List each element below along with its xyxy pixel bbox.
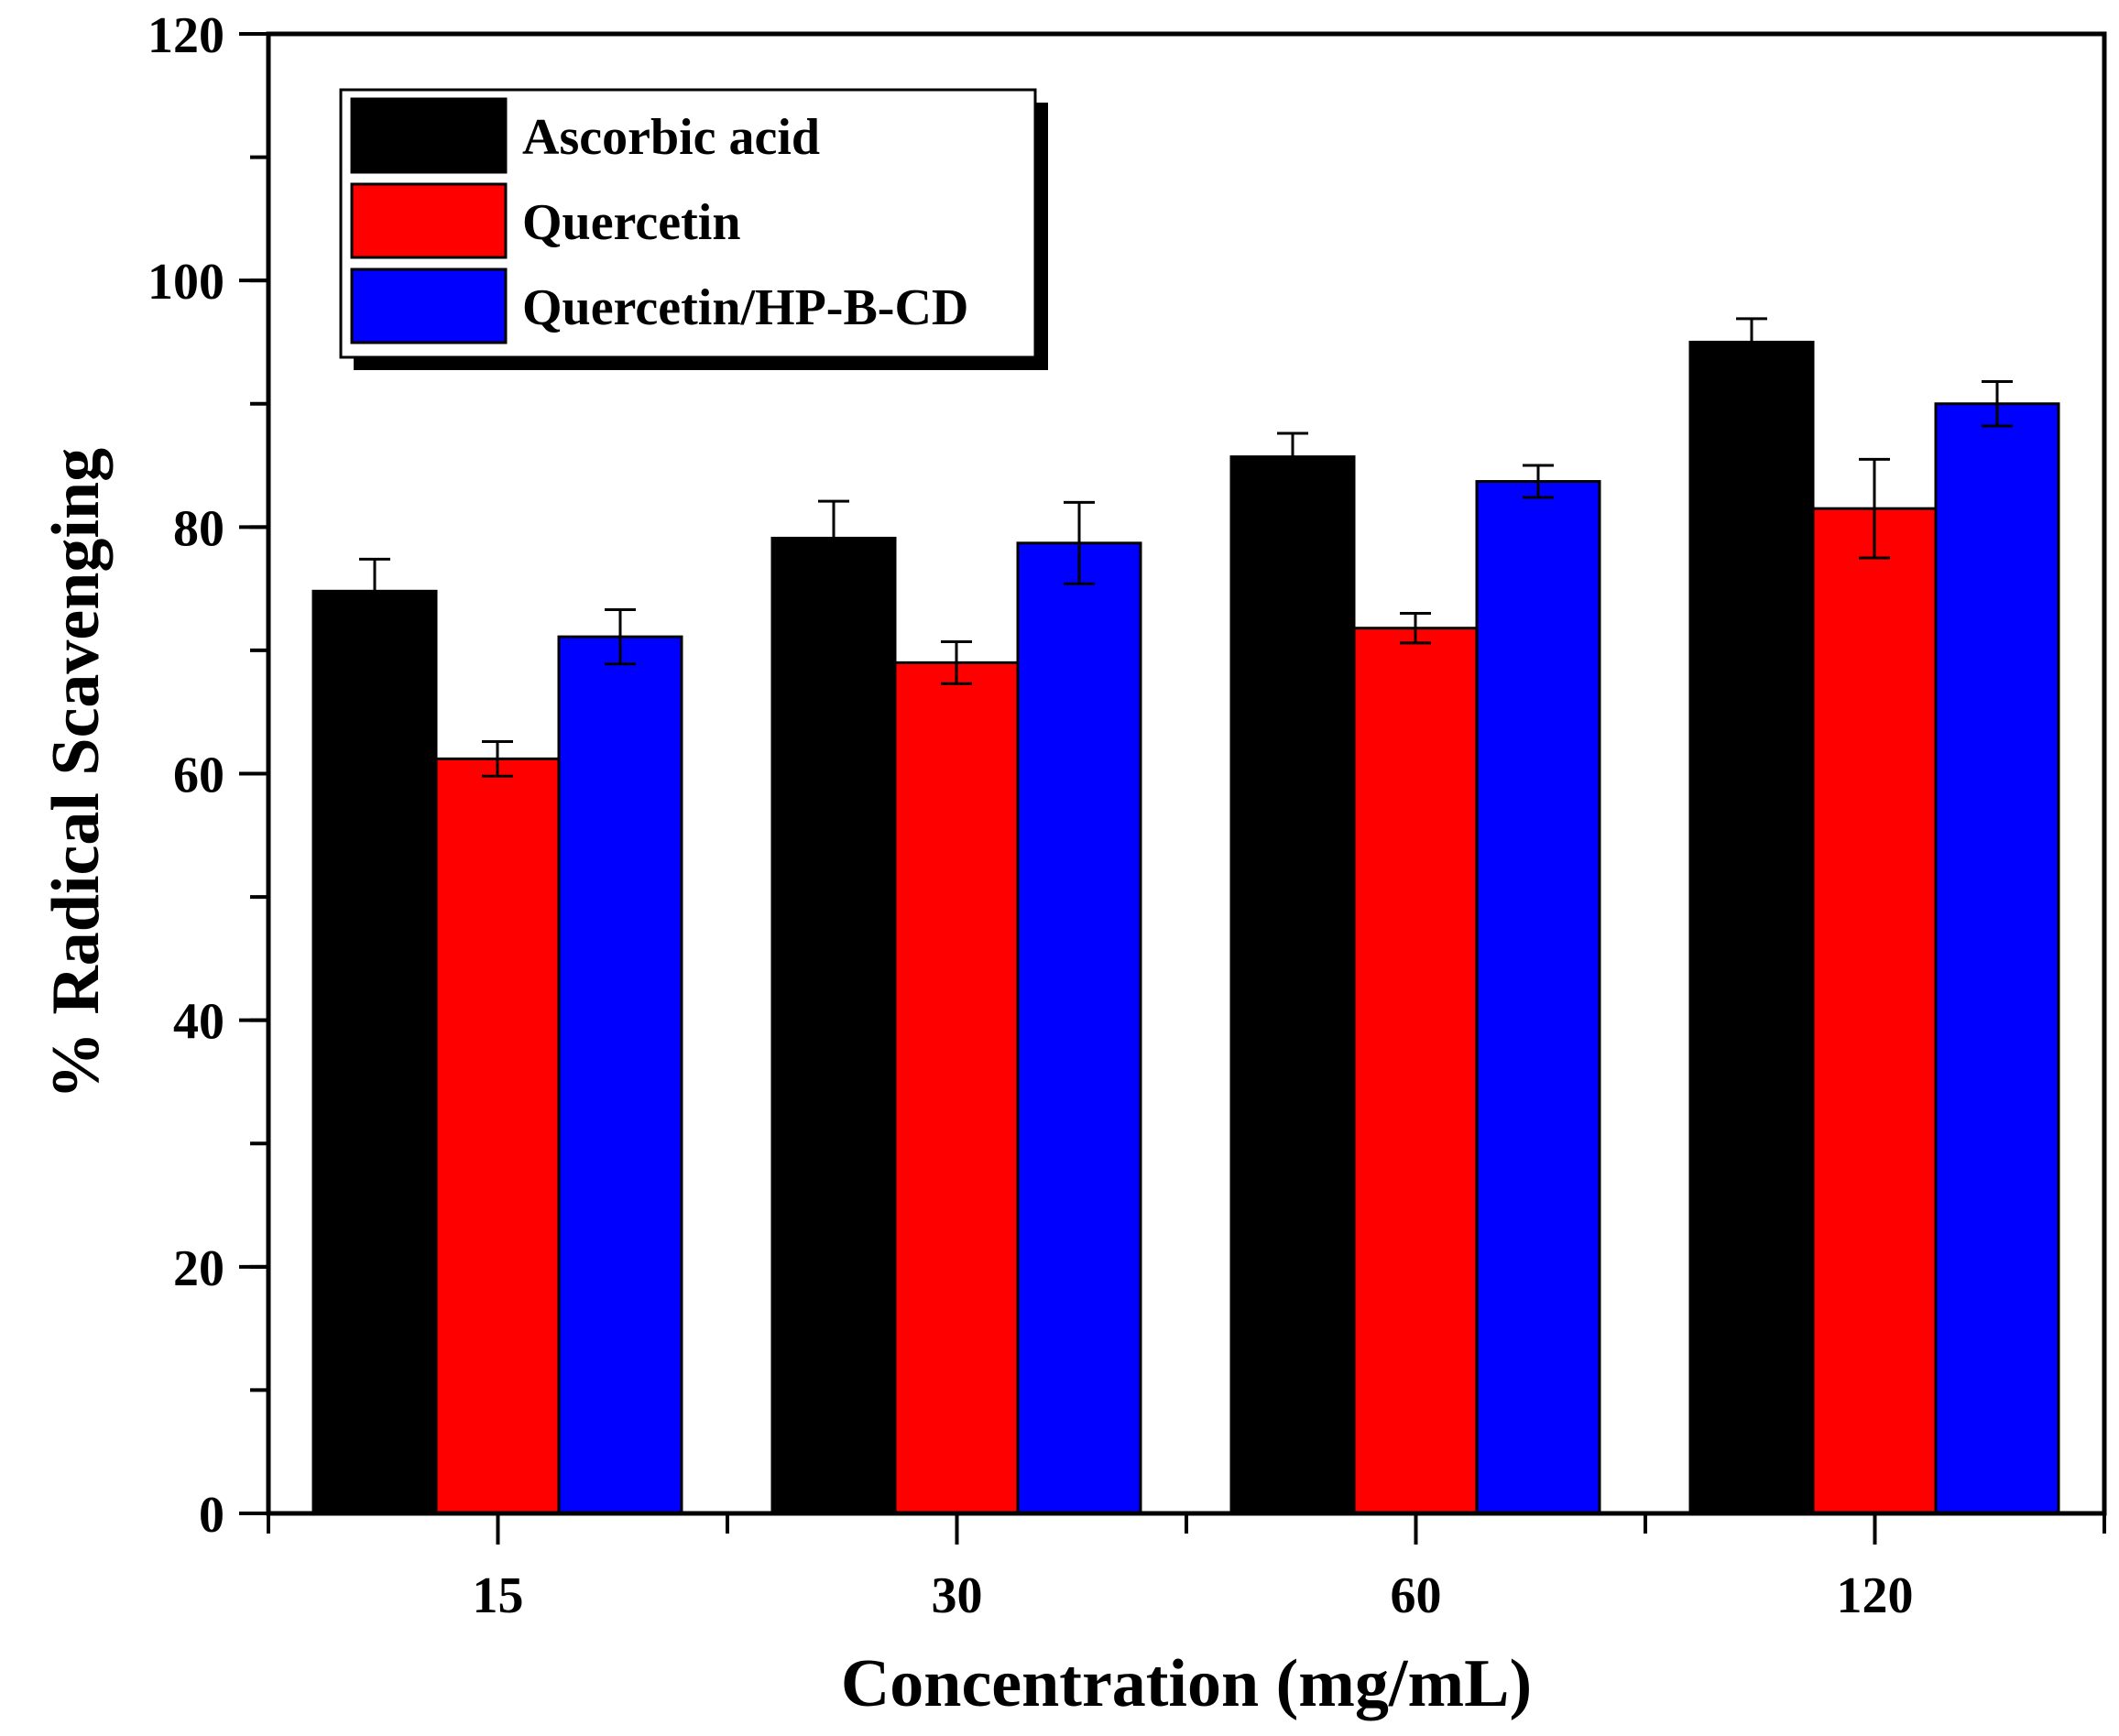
x-tick-label: 120 <box>1837 1567 1914 1624</box>
error-bar-1-1 <box>941 639 972 685</box>
error-bar-1-3 <box>1859 457 1890 560</box>
y-tick-label: 0 <box>199 1487 224 1544</box>
error-bar-0-1 <box>818 499 849 577</box>
legend-label: Quercetin <box>522 194 740 251</box>
bar-ascorbic-acid-60 <box>1229 455 1356 1515</box>
error-bar-1-2 <box>1400 612 1431 645</box>
y-axis: 0 20 40 60 80 100 120 <box>147 7 268 1544</box>
y-tick-label: 40 <box>173 994 224 1051</box>
legend-swatch-quercetin-hp-b-cd <box>350 267 508 344</box>
error-bar-2-0 <box>605 608 636 666</box>
error-bar-0-3 <box>1736 317 1767 367</box>
legend-swatch-quercetin <box>350 182 508 259</box>
x-axis-title: Concentration (mg/mL) <box>841 1646 1532 1721</box>
error-bar-2-3 <box>1982 380 2013 428</box>
error-bar-0-0 <box>359 557 390 625</box>
bar-quercetin-120 <box>1811 507 1938 1515</box>
error-bar-0-2 <box>1277 431 1308 482</box>
bar-quercetin-15 <box>434 757 561 1515</box>
error-bar-2-2 <box>1523 464 1554 499</box>
legend-entries: Ascorbic acid Quercetin Quercetin/HP-B-CD <box>350 97 968 344</box>
error-bar-1-0 <box>482 740 513 778</box>
legend: Ascorbic acid Quercetin Quercetin/HP-B-CD <box>339 88 1048 370</box>
bar-quercetin-hp-b-cd-30 <box>1016 541 1142 1515</box>
x-axis: 15 30 60 120 <box>267 1513 2106 1624</box>
x-tick-label: 15 <box>473 1567 524 1624</box>
bar-ascorbic-acid-120 <box>1688 340 1815 1515</box>
error-bars-layer <box>359 317 2013 778</box>
legend-label: Quercetin/HP-B-CD <box>522 279 968 336</box>
y-tick-label: 80 <box>173 500 224 557</box>
bar-quercetin-hp-b-cd-60 <box>1475 480 1601 1515</box>
error-bar-2-1 <box>1064 500 1095 585</box>
x-tick-label: 30 <box>932 1567 983 1624</box>
y-tick-label: 60 <box>173 748 224 804</box>
y-axis-title: % Radical Scavenging <box>38 448 114 1099</box>
bar-ascorbic-acid-30 <box>770 536 897 1515</box>
bar-quercetin-60 <box>1352 627 1479 1515</box>
bar-ascorbic-acid-15 <box>311 589 438 1515</box>
x-tick-label: 60 <box>1391 1567 1442 1624</box>
y-tick-label: 120 <box>147 7 224 64</box>
y-tick-label: 20 <box>173 1240 224 1297</box>
legend-swatch-ascorbic-acid <box>350 97 508 174</box>
legend-label: Ascorbic acid <box>522 109 820 166</box>
bar-quercetin-hp-b-cd-120 <box>1934 402 2060 1515</box>
bars-layer <box>311 340 2060 1515</box>
bar-quercetin-30 <box>893 661 1020 1515</box>
y-tick-label: 100 <box>147 254 224 311</box>
bar-quercetin-hp-b-cd-15 <box>557 635 683 1515</box>
